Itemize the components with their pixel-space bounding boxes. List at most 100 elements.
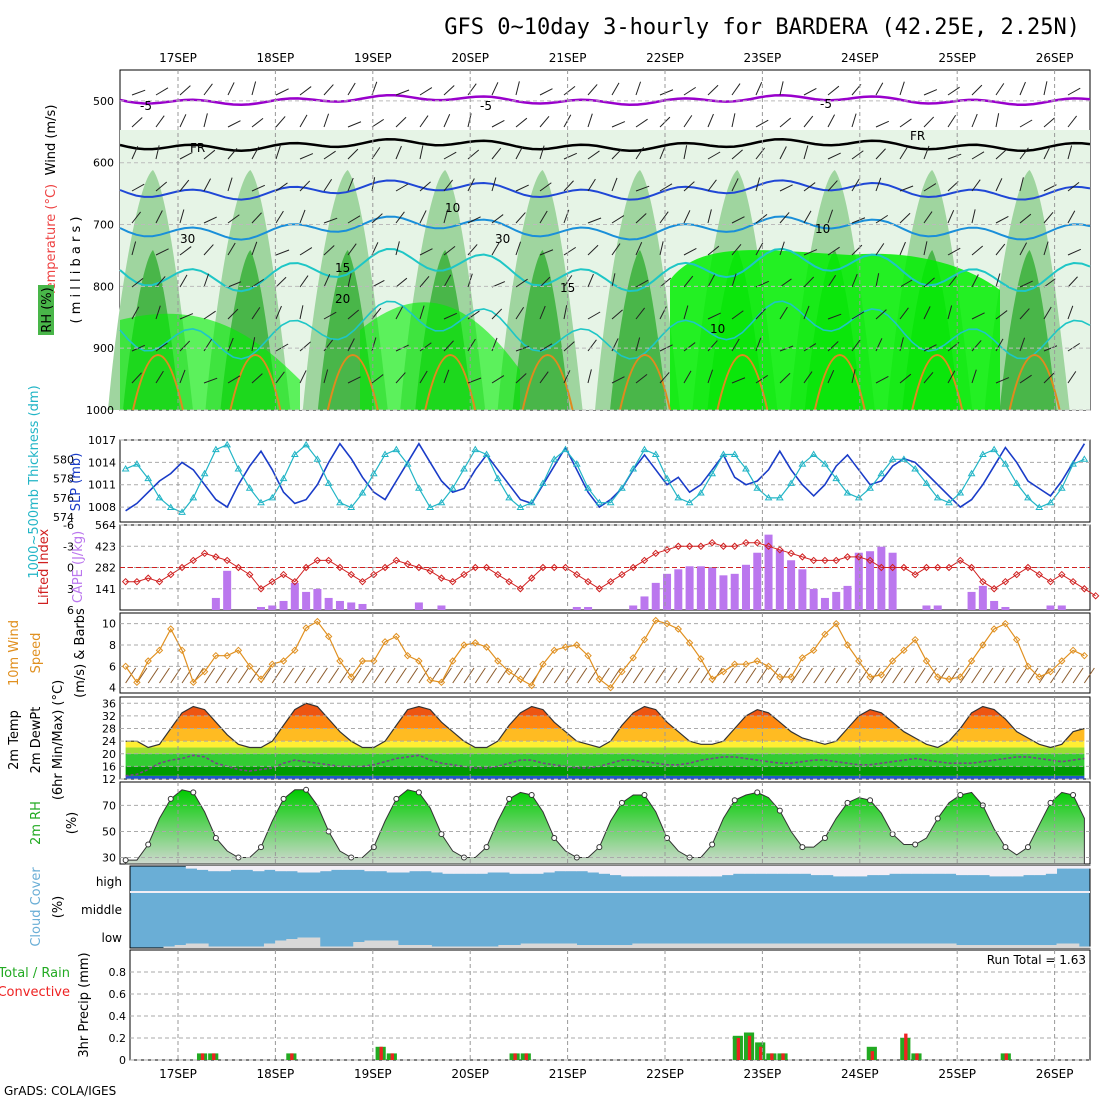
wind10-point [539,660,547,668]
wind-barb [587,217,602,224]
wind-barb [227,82,235,96]
date-label-bottom: 24SEP [841,1067,879,1081]
wind-barb [1067,87,1081,96]
wind10-point [595,675,604,683]
cloud-low-bar [554,943,566,948]
wind-barb [203,178,212,192]
wind-barb [275,210,284,224]
rh2m-grid: 30 50 70 [102,799,1090,864]
wind-barb [251,278,265,288]
wind-barb [251,81,257,96]
wind-barb [347,177,354,192]
cloud-low-bar [364,940,377,948]
thickness-point [336,498,344,506]
wind10-point [1058,657,1066,665]
bottom-date-axis: 17SEP 18SEP 19SEP 20SEP 21SEP 22SEP 23SEP 24SEP… [159,70,1073,1081]
wind-barb [491,337,498,352]
li-point [685,542,694,550]
precip-conv-bar [770,1053,774,1060]
wind10-point [550,646,558,655]
wind10-barb [993,667,1005,684]
cloud-high-bar [643,866,656,877]
cloud-high-bar [196,866,209,870]
wind-barb [779,278,792,288]
thickness-tick-label: 576 [53,492,74,505]
wind-barb [275,371,285,384]
wind-barb [419,210,427,224]
wind-barb [683,275,694,288]
wind-barb [299,180,311,192]
li-point [1058,570,1066,579]
temp2m-series [125,702,1085,777]
cloud-low-bar [1023,945,1035,948]
cloud-high-bar [543,866,555,873]
wind-barb [923,306,931,320]
wind10-barb [903,667,915,684]
wind10-point [381,638,389,646]
wind10-barb [1083,667,1095,684]
li-point [573,570,581,579]
precip-tick-label: 0.6 [109,988,127,1001]
rh2m-point [257,844,264,851]
wind10-point [967,657,976,665]
lifted-index-series [121,539,1100,600]
date-label-bottom: 25SEP [938,1067,976,1081]
wind10-point [505,667,513,676]
slp-tick-label: 1017 [88,434,116,447]
li-point [200,549,209,558]
thickness-point [426,503,435,511]
wind-barb [899,279,913,288]
rh2m-tick-label: 70 [102,799,116,812]
li-point [234,563,243,572]
wind-barb [395,89,410,96]
wind-barb [707,312,721,320]
wind-barb [563,370,571,384]
precip-conv-bar [781,1053,785,1060]
wind-barb [227,337,234,352]
wind-barb [539,276,551,288]
wind-barb [683,115,693,128]
wind-barb [203,377,218,384]
rh-shade-dark [999,250,1057,410]
wind-barb [347,309,360,320]
wind10-barb [982,667,994,684]
rh2m-point [528,792,535,799]
cloud-high-bar [286,866,298,872]
wind-barb [155,305,161,320]
cloud-high-bar [219,866,231,872]
wind10-point [776,673,784,681]
wind-barb [1067,210,1076,224]
thickness-point [978,450,987,457]
thickness-point [527,498,536,506]
wind10-barb [835,667,847,684]
cloud-low-bar [732,943,745,948]
wind-barb [371,118,385,128]
wind-barb [683,145,688,160]
wind10-barb [452,667,464,684]
cloud-high-bar [1011,866,1024,877]
wind10-point [855,657,863,665]
wind10-point [618,667,626,676]
rh2m-point [618,799,625,806]
li-point [561,563,570,572]
cloud-high-bar [721,866,734,876]
footer-credit: GrADS: COLA/IGES [4,1084,116,1098]
wind-barb [659,211,669,224]
wind-barb [851,339,861,352]
cloud-low-bar [308,937,321,948]
thickness-point [719,450,728,457]
wind-barb [443,245,456,256]
wind-barb [467,216,481,224]
cloud-low-bar [498,945,511,948]
wind10-point [200,667,209,676]
warm-contour [716,354,769,411]
wind-barb [251,337,256,352]
cloud-low-bar [453,946,466,948]
wind10-point [336,657,344,665]
thickness-point [1035,503,1044,511]
isotherm-label: FR [190,141,205,155]
wind-barb [587,244,599,256]
slp-panel: 1008 1011 1014 1017 574 576 578 580 1000~500mb … [27,385,1091,579]
wind-barb [179,179,190,192]
wind-barb [323,339,334,352]
